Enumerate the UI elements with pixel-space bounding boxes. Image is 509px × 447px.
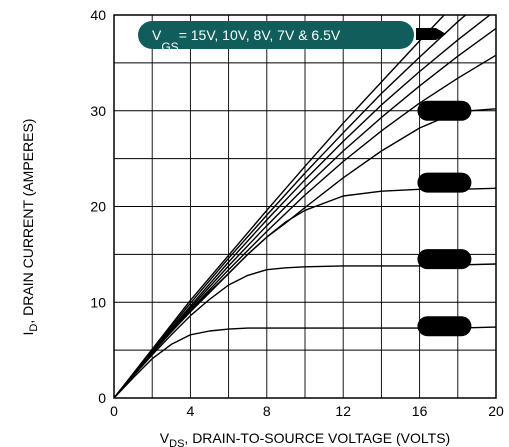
vgs-annotation: VGS= 15V, 10V, 8V, 7V & 6.5V (138, 21, 446, 54)
y-axis-title: ID, DRAIN CURRENT (AMPERES) (20, 119, 40, 336)
curves (114, 15, 496, 398)
x-tick-label: 0 (110, 403, 118, 419)
x-tick-label: 12 (335, 403, 351, 419)
y-tick-label: 40 (90, 7, 106, 23)
series-line-3 (114, 15, 491, 398)
x-tick-label: 8 (263, 403, 271, 419)
x-tick-label: 16 (412, 403, 428, 419)
x-tick-label: 4 (187, 403, 195, 419)
annotation-arrow (416, 28, 446, 40)
curve-marker-1 (417, 100, 472, 121)
y-tick-label: 0 (98, 390, 106, 406)
curve-marker-4 (417, 316, 472, 337)
y-tick-label: 10 (90, 294, 106, 310)
y-tick-label: 30 (90, 103, 106, 119)
y-tick-labels: 0 10 20 30 40 (90, 7, 106, 406)
series-line-1 (114, 15, 446, 398)
curve-marker-2 (417, 172, 472, 193)
series-line-7 (114, 187, 496, 398)
curve-markers (417, 100, 472, 337)
series-line-4 (114, 27, 496, 398)
vgs-annotation-box (138, 21, 414, 49)
x-axis-title: VDS, DRAIN-TO-SOURCE VOLTAGE (VOLTS) (160, 430, 450, 447)
curve-marker-3 (417, 249, 472, 270)
series-line-8 (114, 263, 496, 398)
series-line-9 (114, 326, 496, 398)
plot-frame (113, 14, 497, 399)
x-tick-labels: 0 4 8 12 16 20 (110, 403, 504, 419)
series-line-2 (114, 15, 467, 398)
grid (113, 14, 497, 399)
vgs-annotation-text: VGS= 15V, 10V, 8V, 7V & 6.5V (152, 27, 341, 54)
y-tick-label: 20 (90, 199, 106, 215)
x-tick-label: 20 (488, 403, 504, 419)
